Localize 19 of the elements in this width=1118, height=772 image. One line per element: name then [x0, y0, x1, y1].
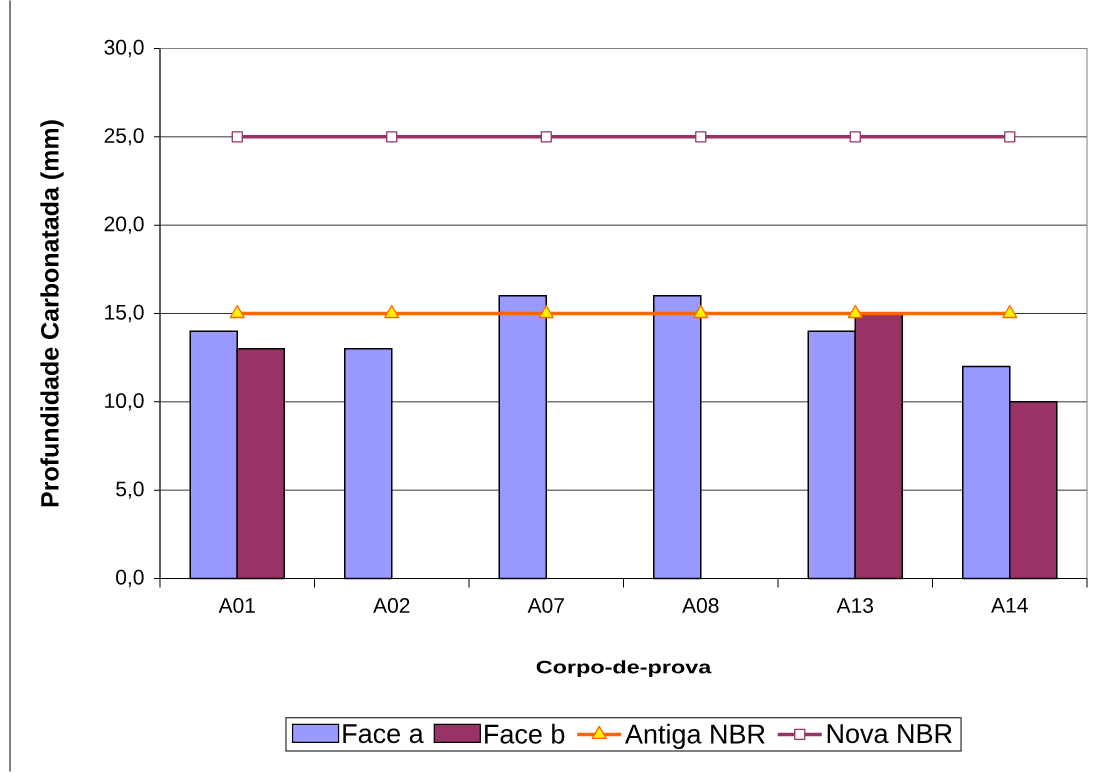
y-axis-title: Profundidade Carbonatada (mm): [40, 120, 64, 507]
y-tick-label: 10,0: [105, 393, 144, 411]
x-tick-label: A07: [527, 598, 564, 613]
y-tick-label: 0,0: [116, 569, 144, 588]
legend-label: Face a: [343, 724, 424, 744]
y-tick-label: 30,0: [104, 39, 144, 58]
y-tick-label: 5,0: [116, 481, 144, 499]
legend-label: Antiga NBR: [624, 723, 765, 750]
x-tick-label: A01: [218, 598, 255, 613]
y-tick-label: 25,0: [104, 128, 144, 146]
x-tick-label: A14: [991, 598, 1028, 613]
x-axis-title: Corpo-de-prova: [536, 660, 712, 677]
x-tick-label: A08: [682, 598, 719, 613]
legend-label: Nova NBR: [827, 724, 952, 744]
legend-label: Face b: [485, 723, 565, 744]
x-tick-label: A13: [836, 598, 874, 613]
y-tick-label: 20,0: [104, 216, 144, 234]
y-tick-label: 15,0: [105, 304, 144, 323]
x-tick-label: A02: [373, 598, 410, 613]
